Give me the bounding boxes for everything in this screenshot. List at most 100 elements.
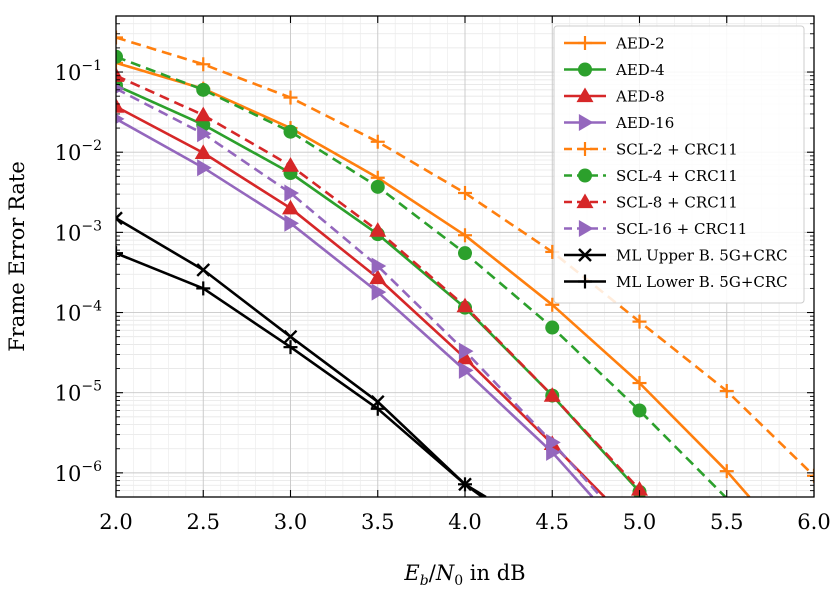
- legend-label-scl-2-crc11: SCL-2 + CRC11: [616, 141, 738, 159]
- y-tick-exponent: −5: [81, 379, 102, 395]
- data-point-scl-8-crc11: [543, 387, 561, 402]
- data-point-ml-upper-b-5g-crc: [196, 263, 211, 277]
- legend-marker-scl-4-crc11: [578, 168, 592, 183]
- legend-label-aed-8: AED-8: [615, 88, 665, 106]
- series-line-scl-16-crc11: [116, 87, 603, 497]
- x-tick-label: 2.5: [187, 510, 220, 534]
- x-tick-label: 3.5: [361, 510, 394, 534]
- data-point-scl-4-crc11: [196, 82, 211, 97]
- legend-marker-ml-lower-b-5g-crc: [578, 274, 592, 289]
- data-point-aed-8: [369, 269, 387, 285]
- data-point-aed-16: [371, 283, 387, 301]
- data-point-scl-8-crc11: [116, 67, 125, 82]
- data-point-aed-16: [116, 113, 125, 124]
- data-point-ml-lower-b-5g-crc: [458, 477, 472, 492]
- data-point-scl-4-crc11: [458, 246, 472, 261]
- series-scl-16-crc11: [116, 83, 603, 497]
- data-point-aed-8: [116, 98, 125, 113]
- series-scl-2-crc11: [116, 30, 814, 483]
- data-point-scl-16-crc11: [546, 433, 561, 451]
- y-tick-label: 10−6: [55, 459, 102, 486]
- y-tick-label: 10−4: [55, 299, 102, 326]
- data-point-scl-8-crc11: [369, 222, 387, 237]
- y-tick-label: 10−3: [55, 218, 102, 245]
- data-point-ml-upper-b-5g-crc-b: [283, 329, 298, 344]
- legend-label-aed-2: AED-2: [615, 35, 665, 53]
- data-point-ml-upper-b-5g-crc: [116, 211, 123, 226]
- data-point-aed-2: [632, 376, 647, 391]
- data-point-scl-8-crc11: [194, 106, 212, 122]
- legend-marker-aed-4: [578, 62, 592, 77]
- legend-marker-scl-16-crc11: [578, 220, 594, 237]
- data-point-aed-2: [719, 464, 734, 479]
- legend-label-scl-4-crc11: SCL-4 + CRC11: [616, 167, 738, 185]
- x-axis-title: Eb/N0 in dB: [403, 561, 525, 589]
- data-point-scl-2-crc11: [196, 57, 211, 72]
- legend-label-aed-4: AED-4: [615, 61, 665, 79]
- legend-label-ml-lower-b-5g-crc: ML Lower B. 5G+CRC: [616, 273, 788, 291]
- series-scl-4-crc11: [116, 49, 728, 497]
- series-aed-8: [116, 98, 606, 497]
- x-tick-label: 4.0: [448, 510, 481, 534]
- y-tick-label: 10−5: [55, 379, 102, 406]
- data-point-scl-2-crc11: [632, 314, 647, 329]
- data-point-scl-2-crc11: [116, 30, 123, 45]
- data-point-ml-lower-b-5g-crc: [196, 281, 211, 296]
- data-point-scl-8-crc11: [282, 157, 299, 172]
- series-line-ml-lower-b-5g-crc: [116, 251, 487, 497]
- legend-label-scl-16-crc11: SCL-16 + CRC11: [616, 220, 747, 238]
- data-point-scl-4-crc11: [545, 320, 560, 335]
- legend: AED-2 AED-4 AED-8 AED-16 SCL-2 + CRC11 SCL-4 …: [553, 25, 805, 304]
- y-axis-title: Frame Error Rate: [5, 161, 29, 352]
- data-point-aed-8: [456, 349, 474, 365]
- legend-item-aed-2: AED-2: [564, 35, 665, 53]
- legend-item-scl-2-crc11: SCL-2 + CRC11: [564, 141, 738, 159]
- x-tick-label: 4.5: [536, 510, 569, 534]
- data-point-scl-16-crc11: [458, 342, 474, 360]
- data-point-ml-upper-b-5g-crc-b: [116, 211, 123, 220]
- data-point-aed-2: [545, 297, 560, 312]
- y-tick-label: 10−2: [55, 138, 102, 165]
- data-point-aed-2: [116, 55, 123, 70]
- data-point-scl-16-crc11: [197, 125, 212, 143]
- data-point-scl-2-crc11: [807, 468, 814, 483]
- data-point-scl-16-crc11: [116, 83, 125, 94]
- x-title-b-subscript: b: [420, 573, 429, 589]
- series-scl-8-crc11: [116, 67, 648, 496]
- legend-marker-aed-16: [578, 114, 594, 131]
- x-title-zero-subscript: 0: [454, 573, 463, 589]
- series-line-ml-upper-b-5g-crc: [116, 217, 484, 497]
- x-title-n: N: [435, 561, 455, 585]
- data-point-scl-4-crc11: [116, 49, 123, 64]
- legend-marker-aed-2: [578, 36, 592, 50]
- legend-label-scl-8-crc11: SCL-8 + CRC11: [616, 194, 738, 212]
- legend-item-scl-8-crc11: SCL-8 + CRC11: [564, 193, 738, 212]
- legend-item-aed-8: AED-8: [564, 87, 665, 106]
- y-tick-label: 10−1: [55, 58, 102, 85]
- data-point-aed-16: [458, 361, 474, 379]
- data-point-aed-8: [194, 144, 212, 160]
- series-line-scl-4-crc11: [116, 55, 728, 497]
- data-point-scl-2-crc11: [458, 185, 472, 200]
- y-tick-exponent: −4: [81, 299, 102, 315]
- y-tick-exponent: −2: [81, 138, 102, 154]
- legend-marker-ml-upper-b-5g-crc-b: [578, 248, 592, 262]
- data-point-scl-2-crc11: [370, 134, 385, 149]
- x-tick-label: 6.0: [797, 510, 830, 534]
- legend-label-aed-16: AED-16: [615, 114, 674, 132]
- data-point-ml-upper-b-5g-crc-a: [116, 216, 123, 226]
- legend-box: [553, 25, 805, 304]
- data-point-ml-upper-b-5g-crc: [283, 329, 298, 344]
- data-point-aed-2: [458, 228, 472, 243]
- legend-item-ml-lower-b-5g-crc: ML Lower B. 5G+CRC: [564, 273, 788, 291]
- y-tick-exponent: −3: [81, 218, 102, 234]
- x-tick-label: 3.0: [274, 510, 307, 534]
- x-tick-label: 2.0: [99, 510, 132, 534]
- series-line-aed-16: [116, 117, 594, 497]
- legend-marker-aed-8: [576, 87, 594, 103]
- legend-item-aed-16: AED-16: [564, 114, 674, 132]
- legend-marker-scl-2-crc11: [578, 142, 592, 156]
- x-title-slash: /: [429, 561, 437, 585]
- data-point-aed-16: [197, 159, 212, 177]
- legend-label-ml-upper-b-5g-crc: ML Upper B. 5G+CRC: [616, 247, 788, 265]
